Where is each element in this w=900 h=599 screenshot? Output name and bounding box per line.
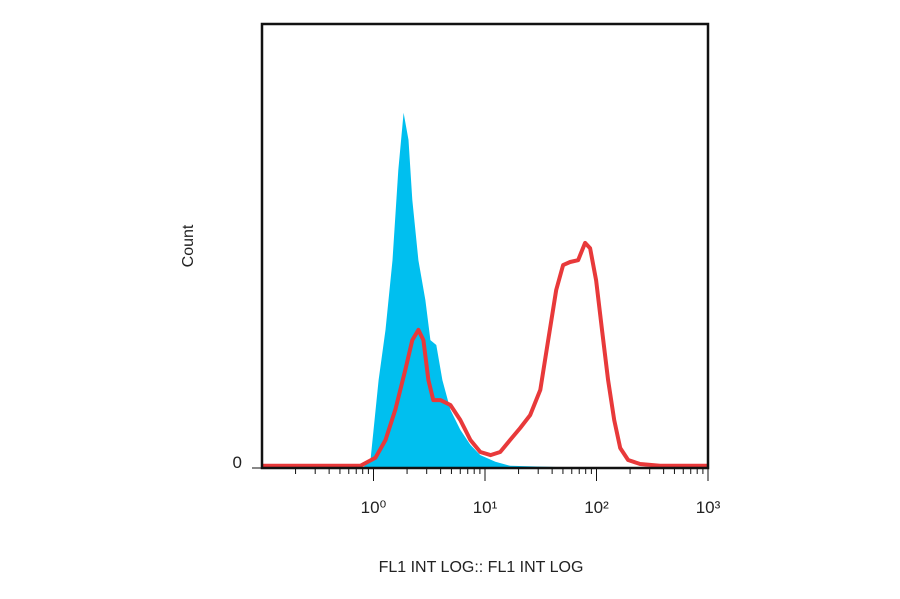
plot-frame — [260, 22, 710, 470]
line-histogram — [262, 240, 708, 468]
filled-histogram — [362, 112, 708, 469]
x-tick-label: 10¹ — [473, 498, 498, 517]
x-tick-label: 10⁰ — [361, 498, 387, 517]
x-tick-label: 10³ — [696, 498, 721, 517]
x-tick-label: 10² — [584, 498, 609, 517]
y-tick-label: 0 — [233, 453, 242, 472]
y-axis-label: Count — [180, 224, 197, 267]
x-axis-label: FL1 INT LOG:: FL1 INT LOG — [379, 559, 584, 576]
